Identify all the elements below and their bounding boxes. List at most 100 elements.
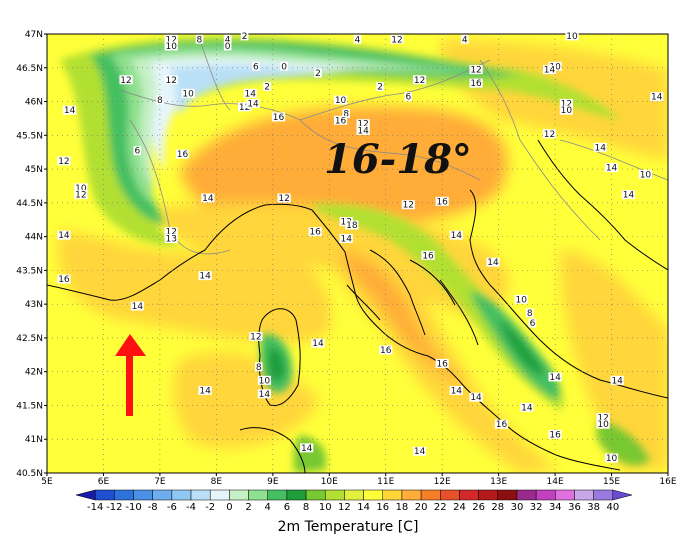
value-label: 8 (256, 363, 262, 373)
value-label-bg (198, 271, 212, 281)
colorbar-swatch (75, 489, 96, 501)
value-label-bg (271, 112, 286, 122)
value-label-bg (201, 193, 215, 203)
value-label: 10 (182, 89, 194, 99)
value-label-bg (449, 385, 463, 395)
value-label-bg (156, 95, 164, 105)
value-label-bg (175, 149, 190, 159)
value-label-bg (379, 345, 393, 355)
colorbar-title: 2m Temperature [C] (278, 519, 419, 535)
value-label-bg (494, 419, 509, 429)
value-label: 16 (335, 116, 347, 126)
value-label-bg (300, 443, 314, 453)
value-label-bg (593, 142, 607, 152)
value-label: 14 (199, 386, 211, 396)
colorbar-tick-label: 28 (491, 502, 504, 513)
colorbar-swatch (574, 489, 594, 501)
value-label-bg (376, 82, 384, 92)
value-label: 14 (470, 393, 482, 403)
value-label-bg (237, 102, 252, 112)
value-label: 6 (530, 319, 536, 329)
value-label: 14 (312, 339, 324, 349)
value-label-bg (314, 68, 322, 78)
north-arrow-icon (115, 334, 146, 416)
value-label: 10 (561, 106, 573, 116)
value-label: 12 (75, 191, 86, 201)
value-label-bg (164, 227, 178, 237)
colorbar-tick-label: 34 (549, 502, 562, 513)
value-label-bg (195, 34, 204, 44)
value-label: 14 (340, 234, 352, 244)
value-label: 14 (623, 191, 635, 201)
value-label: 16 (496, 420, 508, 430)
value-label: 10 (597, 420, 609, 430)
value-label: 14 (199, 272, 211, 282)
value-label: 12 (470, 66, 481, 76)
colorbar-tick-label: 14 (357, 502, 370, 513)
value-label: 10 (165, 42, 177, 52)
value-label-bg (74, 183, 88, 193)
lat-tick-label: 46.5N (16, 64, 43, 74)
value-label: 16 (422, 251, 434, 261)
value-label-bg (525, 308, 534, 318)
lat-tick-label: 45N (25, 165, 43, 175)
value-label-bg (650, 92, 664, 102)
value-label: 12 (597, 413, 608, 423)
value-label: 12 (357, 120, 368, 130)
value-label-bg (223, 34, 232, 44)
value-label-bg (333, 95, 348, 105)
colorbar-tick-label: 20 (415, 502, 428, 513)
value-label: 12 (278, 194, 289, 204)
value-label: 12 (250, 332, 261, 342)
colorbar-tick-label: -2 (205, 502, 215, 513)
value-label: 12 (165, 228, 176, 238)
value-label: 16 (470, 79, 482, 89)
temperature-field (47, 34, 668, 473)
value-label-bg (257, 375, 271, 385)
colorbar-tick-label: 36 (568, 502, 581, 513)
value-label: 8 (343, 110, 349, 120)
value-label-bg (638, 169, 653, 179)
lat-tick-label: 46N (25, 98, 43, 108)
value-label-bg (621, 190, 636, 200)
value-label: 12 (561, 99, 572, 109)
value-label-bg (528, 318, 537, 328)
colorbar-swatch (305, 489, 326, 501)
value-label: 14 (259, 390, 271, 400)
colorbar-tick-label: -4 (186, 502, 196, 513)
value-label-bg (353, 34, 362, 44)
value-label-bg (74, 190, 88, 200)
lat-tick-label: 41N (25, 435, 43, 445)
colorbar-tick-label: 24 (453, 502, 466, 513)
colorbar-tick-label: -8 (148, 502, 158, 513)
value-label: 14 (247, 99, 259, 109)
value-label: 4 (462, 35, 468, 45)
longitude-axis: 5E 6E 7E 8E 9E 10E 11E 12E 13E 14E 15E 16E (41, 473, 677, 487)
value-label: 14 (521, 403, 533, 413)
value-label: 14 (451, 386, 463, 396)
value-label-bg (164, 233, 178, 243)
value-label-bg (596, 419, 610, 429)
value-label-bg (548, 429, 562, 439)
value-label-bg (164, 34, 178, 44)
colorbar-swatch (267, 489, 288, 501)
value-label-bg (520, 402, 534, 412)
value-label-bg (130, 301, 144, 311)
value-label-bg (469, 78, 483, 88)
lon-tick-label: 16E (659, 477, 676, 487)
value-label: 10 (259, 376, 271, 386)
value-label-bg (401, 200, 415, 210)
value-label-bg (449, 230, 463, 240)
colorbar-swatch (593, 489, 614, 501)
map-frame (46, 33, 669, 474)
value-label: 16 (177, 150, 189, 160)
value-label-bg (62, 105, 77, 115)
value-label: 14 (245, 89, 257, 99)
colorbar-tick-label: -14 (87, 502, 103, 513)
value-label: 14 (357, 126, 369, 136)
colorbar-swatch (401, 489, 422, 501)
colorbar-tick-label: 26 (472, 502, 485, 513)
colorbar-tick-label: -12 (106, 502, 122, 513)
value-label: 10 (606, 454, 618, 464)
value-label: 0 (281, 62, 287, 72)
